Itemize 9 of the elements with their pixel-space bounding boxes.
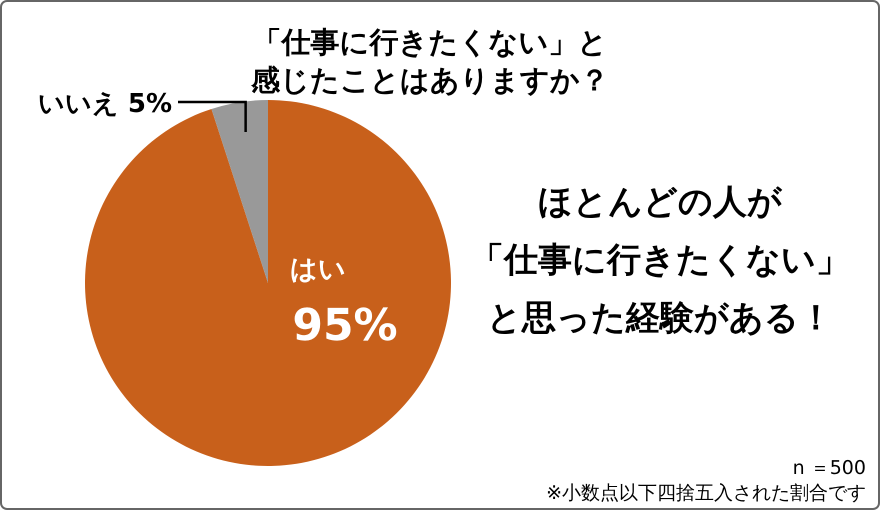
data-label: 95% [292, 300, 398, 351]
text: ※小数点以下四捨五入された割合です [546, 482, 866, 504]
text: と思った経験がある！ [487, 298, 833, 338]
text: ほとんどの人が [538, 182, 783, 222]
text: 「仕事に行きたくない」 [470, 240, 850, 280]
slice-label: はい [290, 254, 346, 285]
chart-title: 「仕事に行きたくない」と感じたことはありますか？ [250, 25, 609, 97]
text: n ＝500 [792, 457, 866, 479]
slice-label: いいえ 5% [38, 89, 172, 119]
